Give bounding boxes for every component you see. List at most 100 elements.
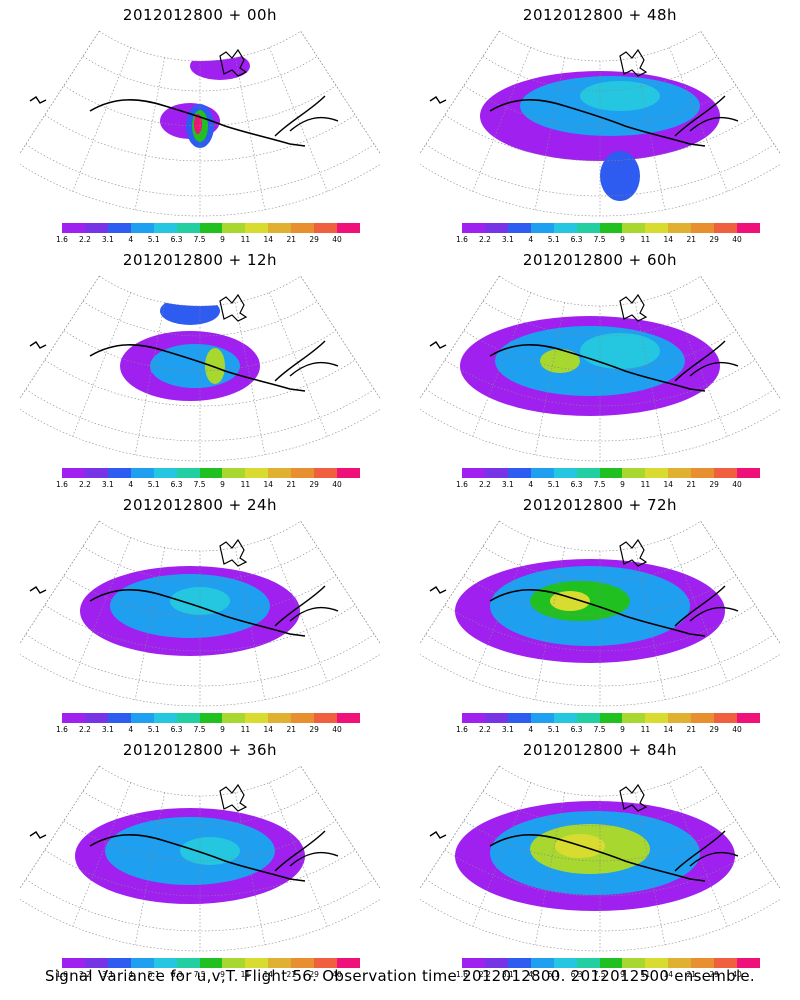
figure-caption: Signal Variance for u,v,T. Flight 56. Ob… xyxy=(44,967,756,985)
colorbar-tick-label: 5.1 xyxy=(547,725,560,734)
colorbar-swatch xyxy=(314,713,338,723)
colorbar-tick-label: 14 xyxy=(263,970,274,979)
colorbar-tick-label: 40 xyxy=(332,970,342,979)
colorbar-swatch xyxy=(107,958,131,968)
colorbar xyxy=(62,468,360,478)
longitude-line xyxy=(534,57,565,210)
panel-48h: 2012012800 + 48h 1.6 2.2 3.1 4 5.1 6.3 7.5 9 11 1… xyxy=(400,0,800,245)
colorbar-tick-label: 4 xyxy=(128,480,134,489)
colorbar-swatch xyxy=(668,468,692,478)
longitude-line xyxy=(534,302,565,455)
colorbar-swatch xyxy=(507,223,531,233)
colorbar-swatch xyxy=(84,468,108,478)
coastline xyxy=(489,344,706,392)
coastline xyxy=(29,831,47,839)
colorbar-swatch xyxy=(484,223,508,233)
coastline xyxy=(89,344,306,392)
colorbar-swatch xyxy=(222,468,246,478)
colorbar xyxy=(62,958,360,968)
colorbar-tick-label: 1.6 xyxy=(56,970,68,979)
arctic-islands xyxy=(619,783,648,812)
latitude-line xyxy=(63,330,337,372)
variance-field xyxy=(455,559,725,663)
variance-contour xyxy=(160,297,220,325)
longitude-line xyxy=(472,292,531,437)
variance-field xyxy=(80,566,300,656)
colorbar-tick-label: 7.5 xyxy=(193,970,206,979)
colorbar xyxy=(462,713,760,723)
colorbar-tick-label: 6.3 xyxy=(570,725,583,734)
colorbar-tick-label: 5.1 xyxy=(147,970,160,979)
latitude-line xyxy=(82,56,318,92)
colorbar-swatch xyxy=(691,713,715,723)
arctic-islands xyxy=(619,48,648,77)
colorbar-swatch xyxy=(176,713,200,723)
colorbar-swatch xyxy=(691,958,715,968)
colorbar-tick-label: 11 xyxy=(240,480,251,489)
latitude-line xyxy=(444,849,756,897)
latitude-line xyxy=(482,791,718,827)
colorbar-swatch xyxy=(84,713,108,723)
coastline xyxy=(489,589,706,637)
colorbar-swatch xyxy=(153,223,177,233)
colorbar-swatch xyxy=(107,468,131,478)
longitude-line xyxy=(134,547,165,700)
colorbar-swatch xyxy=(622,468,646,478)
longitude-line xyxy=(472,47,531,192)
colorbar-swatch xyxy=(645,713,669,723)
colorbar-tick-label: 21 xyxy=(686,725,696,734)
colorbar-tick-label: 11 xyxy=(240,970,251,979)
coastline xyxy=(89,589,306,637)
panel-36h: 2012012800 + 36h 1.6 2.2 3.1 4 5.1 6.3 7.5 9 11 1… xyxy=(0,735,400,980)
colorbar-swatch xyxy=(462,223,485,233)
colorbar-tick-label: 3.1 xyxy=(501,480,514,489)
colorbar-tick-label: 1.6 xyxy=(456,480,468,489)
colorbar-swatch xyxy=(291,223,315,233)
colorbar-swatch xyxy=(576,958,600,968)
colorbar-tick-label: 3.1 xyxy=(501,235,514,244)
latitude-line xyxy=(463,85,737,127)
longitude-line xyxy=(269,47,328,192)
longitude-line xyxy=(700,30,780,154)
longitude-line xyxy=(420,30,500,154)
panel-title: 2012012800 + 24h xyxy=(122,496,278,514)
colorbar-swatch xyxy=(507,713,531,723)
colorbar-swatch xyxy=(645,223,669,233)
latitude-line xyxy=(63,85,337,127)
colorbar-swatch xyxy=(484,468,508,478)
colorbar-swatch xyxy=(337,223,360,233)
colorbar-swatch xyxy=(553,223,577,233)
colorbar-tick-label: 21 xyxy=(286,235,296,244)
panel-title: 2012012800 + 48h xyxy=(522,6,678,24)
coastline xyxy=(89,834,306,882)
longitude-line xyxy=(669,537,728,682)
colorbar-tick-label: 5.1 xyxy=(547,970,560,979)
colorbar-swatch xyxy=(714,713,738,723)
map-border xyxy=(420,765,780,952)
map-72h xyxy=(420,520,780,707)
colorbar-swatch xyxy=(737,958,760,968)
colorbar-tick-label: 11 xyxy=(640,725,651,734)
colorbar-tick-label: 4 xyxy=(528,970,534,979)
colorbar-tick-label: 9 xyxy=(620,725,625,734)
colorbar xyxy=(462,223,760,233)
colorbar-swatch xyxy=(691,223,715,233)
colorbar-swatch xyxy=(714,958,738,968)
colorbar-tick-label: 2.2 xyxy=(478,480,491,489)
colorbar-swatch xyxy=(599,223,623,233)
colorbar-swatch xyxy=(337,713,360,723)
colorbar-swatch xyxy=(84,223,108,233)
colorbar-tick-label: 3.1 xyxy=(501,725,514,734)
colorbar-tick-label: 4 xyxy=(528,725,534,734)
coastline xyxy=(674,95,739,137)
arctic-islands xyxy=(619,538,648,567)
colorbar-tick-label: 14 xyxy=(663,725,674,734)
coastline xyxy=(674,830,739,872)
colorbar-tick-label: 3.1 xyxy=(101,725,114,734)
colorbar-swatch xyxy=(222,223,246,233)
coastline xyxy=(429,341,447,349)
longitude-line xyxy=(300,30,380,154)
colorbar-swatch xyxy=(84,958,108,968)
colorbar xyxy=(462,958,760,968)
colorbar-tick-label: 21 xyxy=(686,970,696,979)
